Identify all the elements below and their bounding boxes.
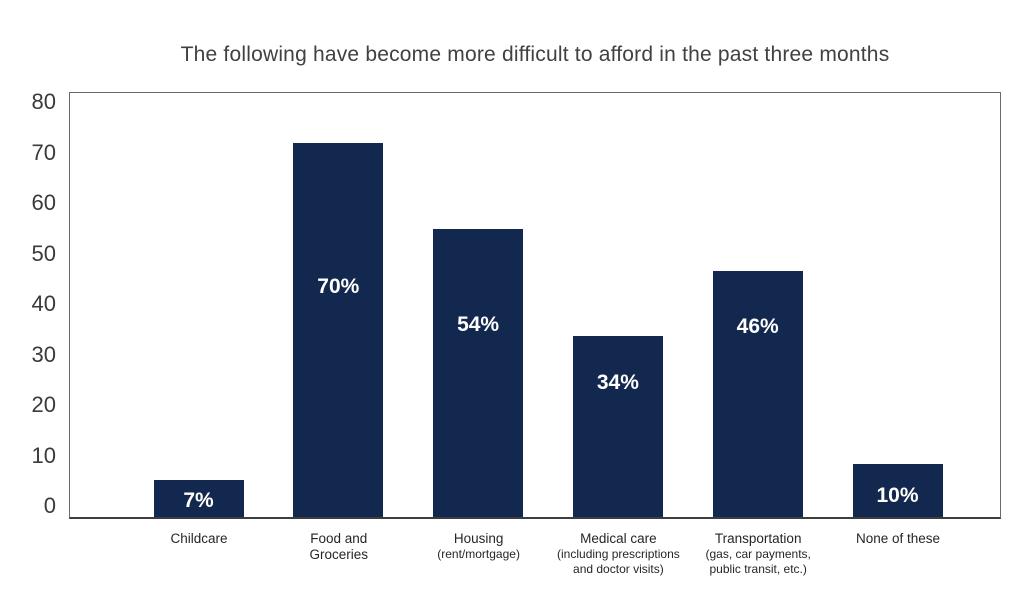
bar: 54% bbox=[433, 228, 524, 517]
x-category-name: Food and bbox=[310, 531, 368, 546]
x-category-name: Transportation bbox=[714, 531, 802, 546]
bar: 7% bbox=[153, 479, 244, 517]
x-category-label: Medical care (including prescriptions and … bbox=[528, 531, 708, 577]
x-category-label: Food and Groceries bbox=[249, 531, 429, 563]
bar: 70% bbox=[293, 143, 384, 517]
y-tick-label: 50 bbox=[31, 240, 56, 266]
y-tick-label: 80 bbox=[31, 89, 56, 114]
x-category-name: Medical care bbox=[580, 531, 657, 546]
bar-value-label: 10% bbox=[876, 483, 919, 507]
x-category-detail: (including prescriptions bbox=[557, 547, 680, 561]
x-category-detail: (gas, car payments, bbox=[705, 547, 811, 561]
bar-value-label: 46% bbox=[736, 314, 779, 338]
x-category-name: Groceries bbox=[309, 547, 369, 562]
y-tick-label: 70 bbox=[31, 139, 56, 165]
y-axis: 0 10 20 30 40 50 60 70 80 bbox=[0, 0, 57, 615]
x-category-label: Housing (rent/mortgage) bbox=[389, 531, 569, 562]
x-category-detail: (rent/mortgage) bbox=[437, 547, 520, 561]
bar-value-label: 7% bbox=[183, 488, 214, 512]
x-category-name: Housing bbox=[453, 531, 504, 546]
bar: 46% bbox=[712, 271, 803, 517]
x-category-detail: and doctor visits) bbox=[573, 562, 664, 576]
plot-area: 7% 70% 54% 34% 46% 10% bbox=[69, 92, 1001, 519]
y-tick-label: 20 bbox=[31, 392, 56, 417]
chart-title: The following have become more difficult… bbox=[180, 43, 890, 66]
x-category-name: None of these bbox=[855, 531, 941, 546]
y-tick-label: 40 bbox=[31, 291, 56, 316]
y-tick-label: 10 bbox=[31, 442, 56, 468]
y-tick-label: 0 bbox=[43, 493, 56, 518]
bar-value-label: 54% bbox=[457, 313, 500, 337]
x-category-detail: public transit, etc.) bbox=[709, 562, 807, 576]
x-category-label: Childcare bbox=[109, 531, 289, 547]
y-tick-label: 30 bbox=[31, 341, 56, 367]
x-category-label: None of these bbox=[808, 531, 988, 547]
y-tick-label: 60 bbox=[31, 190, 56, 215]
bar: 10% bbox=[852, 463, 943, 517]
bar-value-label: 70% bbox=[317, 275, 360, 299]
bar: 34% bbox=[572, 335, 663, 517]
bar-value-label: 34% bbox=[596, 370, 639, 394]
x-category-label: Transportation (gas, car payments, public … bbox=[668, 531, 848, 577]
x-category-name: Childcare bbox=[170, 531, 228, 546]
